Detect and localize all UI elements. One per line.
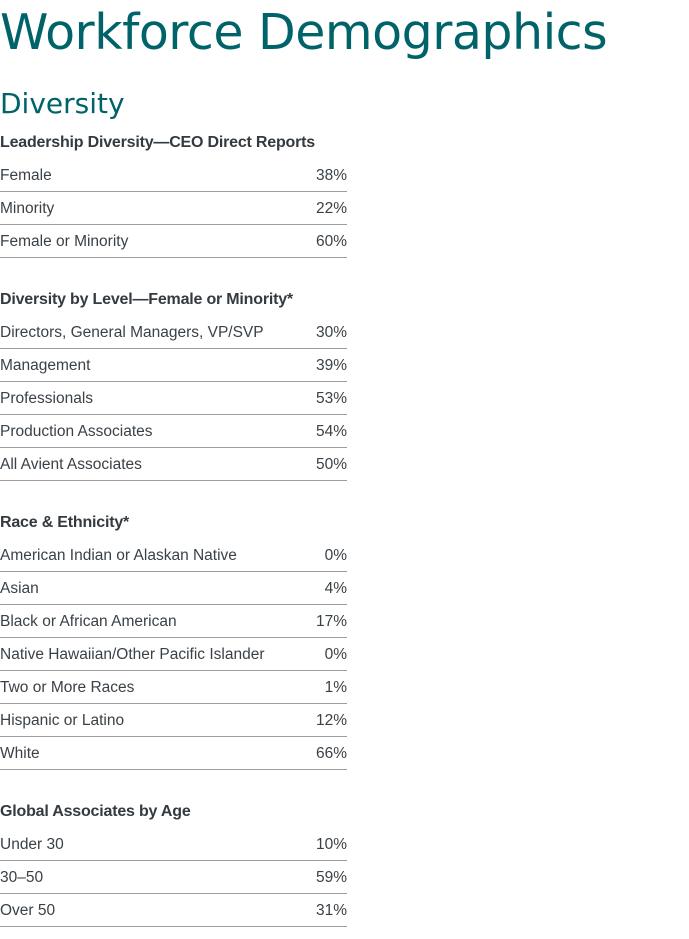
row-value: 12%	[315, 712, 347, 729]
table-row: Directors, General Managers, VP/SVP 30%	[0, 316, 347, 349]
race-ethnicity-table: Race & Ethnicity* American Indian or Alas…	[0, 506, 347, 770]
row-value: 4%	[324, 580, 347, 597]
row-value: 59%	[315, 869, 347, 886]
row-label: Female or Minority	[0, 233, 129, 250]
row-value: 39%	[315, 357, 347, 374]
row-value: 22%	[315, 200, 347, 217]
row-value: 0%	[324, 646, 347, 663]
section-title-diversity: Diversity	[0, 87, 125, 120]
row-label: Black or African American	[0, 613, 177, 630]
row-label: 30–50	[0, 869, 44, 886]
table-row: Under 30 10%	[0, 828, 347, 861]
table-row: Professionals 53%	[0, 382, 347, 415]
table-row: American Indian or Alaskan Native 0%	[0, 539, 347, 572]
table-row: All Avient Associates 50%	[0, 448, 347, 481]
row-value: 30%	[315, 324, 347, 341]
row-label: Professionals	[0, 390, 94, 407]
table-row: Asian 4%	[0, 572, 347, 605]
row-value: 17%	[315, 613, 347, 630]
row-value: 38%	[315, 167, 347, 184]
row-label: White	[0, 745, 40, 762]
table-row: Production Associates 54%	[0, 415, 347, 448]
table-row: White 66%	[0, 737, 347, 770]
table-row: 30–50 59%	[0, 861, 347, 894]
row-label: All Avient Associates	[0, 456, 142, 473]
row-value: 54%	[315, 423, 347, 440]
diversity-by-level-table: Diversity by Level—Female or Minority* Di…	[0, 283, 347, 481]
row-label: Under 30	[0, 836, 64, 853]
page-title: Workforce Demographics	[0, 4, 608, 61]
row-label: Over 50	[0, 902, 56, 919]
row-label: Minority	[0, 200, 55, 217]
table-heading: Global Associates by Age	[0, 803, 191, 820]
row-value: 1%	[324, 679, 347, 696]
table-heading: Leadership Diversity—CEO Direct Reports	[0, 134, 315, 151]
table-row: Black or African American 17%	[0, 605, 347, 638]
row-label: Production Associates	[0, 423, 153, 440]
row-value: 53%	[315, 390, 347, 407]
table-heading: Race & Ethnicity*	[0, 514, 130, 531]
associates-by-age-table: Global Associates by Age Under 30 10% 30–50…	[0, 795, 347, 927]
row-value: 0%	[324, 547, 347, 564]
table-row: Native Hawaiian/Other Pacific Islander 0%	[0, 638, 347, 671]
row-value: 10%	[315, 836, 347, 853]
row-label: Female	[0, 167, 52, 184]
table-row: Hispanic or Latino 12%	[0, 704, 347, 737]
table-row: Over 50 31%	[0, 894, 347, 927]
table-row: Female 38%	[0, 159, 347, 192]
row-label: Hispanic or Latino	[0, 712, 125, 729]
row-value: 31%	[315, 902, 347, 919]
row-label: Asian	[0, 580, 39, 597]
table-row: Female or Minority 60%	[0, 225, 347, 258]
row-value: 60%	[315, 233, 347, 250]
row-label: Management	[0, 357, 91, 374]
row-label: Directors, General Managers, VP/SVP	[0, 324, 264, 341]
row-label: American Indian or Alaskan Native	[0, 547, 237, 564]
row-value: 66%	[315, 745, 347, 762]
table-row: Minority 22%	[0, 192, 347, 225]
row-label: Native Hawaiian/Other Pacific Islander	[0, 646, 265, 663]
row-value: 50%	[315, 456, 347, 473]
leadership-diversity-table: Leadership Diversity—CEO Direct Reports F…	[0, 126, 347, 258]
table-row: Two or More Races 1%	[0, 671, 347, 704]
row-label: Two or More Races	[0, 679, 135, 696]
table-heading: Diversity by Level—Female or Minority*	[0, 291, 293, 308]
demographics-tables: Leadership Diversity—CEO Direct Reports F…	[0, 126, 689, 927]
table-row: Management 39%	[0, 349, 347, 382]
